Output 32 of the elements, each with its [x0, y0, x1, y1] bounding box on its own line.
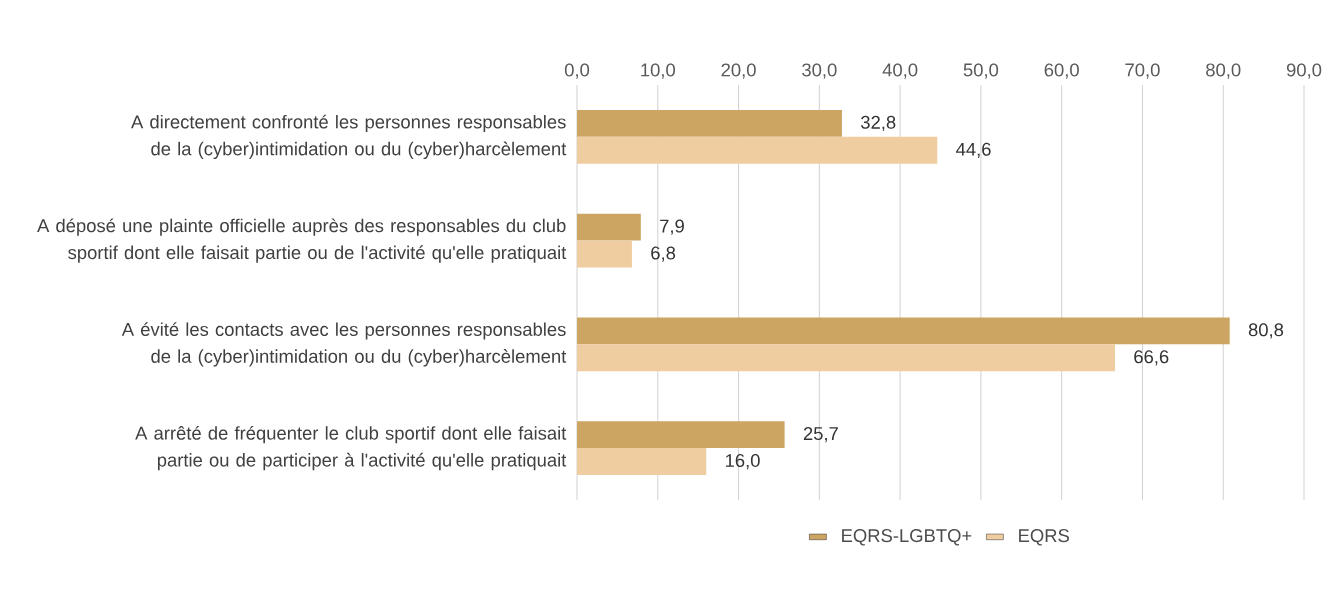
x-tick-label: 40,0: [882, 63, 918, 79]
bar: [577, 448, 707, 476]
legend-label: EQRS: [1019, 529, 1069, 546]
x-tick-label: 30,0: [802, 63, 837, 79]
data-label: 32,8: [861, 115, 896, 131]
x-tick-label: 20,0: [721, 63, 756, 79]
data-label: 44,6: [956, 142, 991, 158]
y-tick-label: A évité les contacts avec les personnes responsables de la (cyber)intimidation ou du (cyber)harcèlement: [121, 322, 567, 367]
data-label: 7,9: [660, 219, 684, 235]
bar: [577, 213, 641, 241]
bar: [577, 317, 1230, 345]
bar: [577, 109, 842, 137]
legend-label: EQRS-LGBTQ+: [842, 529, 972, 546]
bar: [577, 421, 785, 449]
x-tick-label: 10,0: [641, 63, 675, 79]
x-tick-label: 60,0: [1044, 63, 1079, 79]
data-label: 16,0: [726, 453, 760, 470]
x-tick-label: 90,0: [1286, 63, 1322, 79]
bar: [577, 240, 632, 268]
y-tick-label: A directement confronté les personnes responsables de la (cyber)intimidation ou du (cyber)harcèlement: [131, 114, 567, 160]
x-tick-label: 0,0: [564, 63, 590, 79]
data-label: 66,6: [1134, 350, 1169, 366]
y-tick-label: A arrêté de fréquenter le club sportif dont elle faisait partie ou de participer à l'activité qu'elle pratiquait: [135, 425, 567, 471]
data-label: 6,8: [651, 246, 676, 262]
x-tick-label: 80,0: [1206, 63, 1241, 79]
x-tick-label: 70,0: [1125, 63, 1160, 79]
data-label: 80,8: [1248, 323, 1284, 339]
bar: [577, 344, 1115, 372]
y-tick-label: A déposé une plainte officielle auprès des responsables du club sportif dont elle faisait partie ou de l'activité qu'elle pratiquait: [37, 218, 567, 263]
data-label: 25,7: [803, 427, 838, 443]
bar: [577, 136, 938, 164]
x-tick-label: 50,0: [963, 63, 999, 79]
